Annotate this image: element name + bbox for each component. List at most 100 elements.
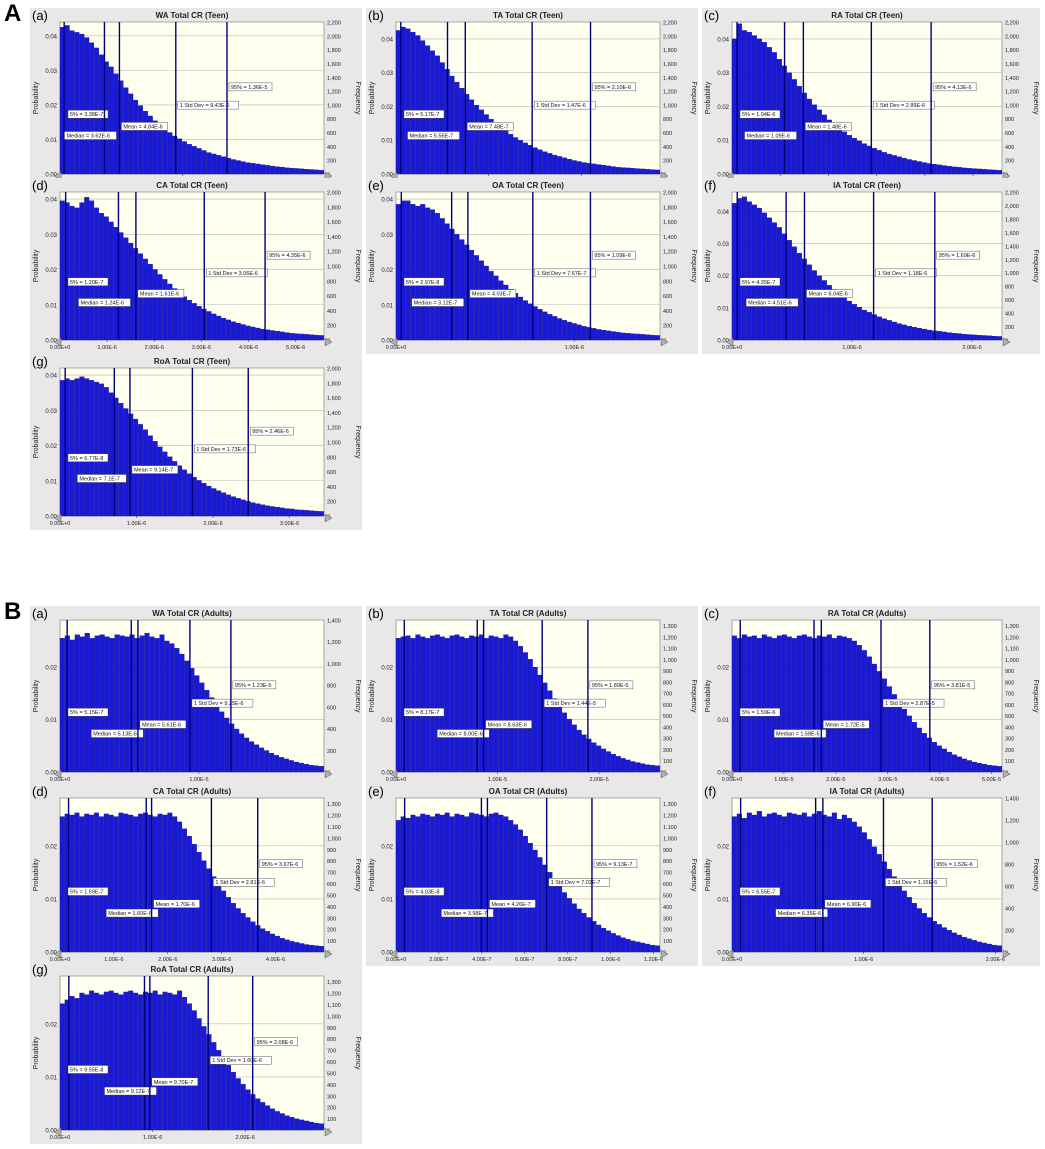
histogram-bar: [157, 124, 163, 175]
section-b-letter: B: [4, 598, 22, 625]
y2-tick-label: 600: [663, 882, 672, 888]
y2-tick-label: 600: [327, 294, 336, 300]
chart-panel-b-g: RoA Total CR (Adults)(g)0.000.010.020100…: [30, 962, 362, 1144]
y2-tick-label: 1,800: [663, 48, 677, 54]
histogram-bar: [157, 994, 163, 1131]
histogram-bar: [299, 1119, 305, 1131]
marker-label-box: [106, 908, 159, 918]
histogram-bar: [876, 854, 882, 953]
histogram-bar: [84, 994, 90, 1131]
y2-tick-label: 400: [663, 725, 672, 731]
histogram-bar: [921, 328, 927, 341]
histogram-bar: [826, 634, 832, 773]
histogram-bar: [265, 329, 271, 341]
histogram-bar: [751, 35, 757, 175]
histogram-bar: [174, 648, 180, 773]
histogram-bar: [469, 99, 475, 175]
histogram-bar: [596, 745, 602, 773]
histogram-bar: [279, 166, 285, 175]
histogram-bar: [896, 156, 902, 175]
histogram-bar: [74, 634, 80, 773]
marker-label-box: [210, 1056, 272, 1065]
histogram-bar: [836, 819, 842, 953]
chart-title: RA Total CR (Adults): [828, 609, 907, 618]
histogram-bar: [537, 309, 543, 341]
histogram-bar: [610, 166, 616, 175]
histogram-bar: [167, 812, 173, 953]
histogram-bar: [946, 166, 952, 175]
histogram-bar: [430, 209, 435, 341]
histogram-bar: [756, 207, 762, 341]
marker-label: Mean = 9.70E-7: [154, 1080, 193, 1086]
histogram-bar: [871, 846, 877, 953]
y-tick-label: 0.02: [45, 268, 57, 274]
marker-label: Median = 5.13E-6: [93, 732, 137, 738]
y2-tick-label: 800: [663, 680, 672, 686]
marker-label-box: [407, 131, 460, 140]
histogram-bar: [167, 283, 173, 341]
x-tick-label: 2.00E-6: [962, 345, 981, 351]
y-axis-label: Probability: [33, 249, 40, 282]
histogram-bar: [866, 656, 872, 773]
histogram-bar: [420, 636, 426, 773]
marker-label: Mean = 7.48E-7: [469, 124, 508, 130]
left-slider-handle: [725, 337, 734, 347]
histogram-bar: [836, 293, 842, 341]
histogram-bar: [881, 861, 887, 953]
histogram-bar: [488, 271, 494, 341]
histogram-bar: [571, 160, 577, 175]
histogram-bar: [182, 997, 187, 1131]
y-tick-label: 0.02: [381, 105, 393, 111]
y2-tick-label: 900: [327, 1026, 336, 1032]
marker-label: 1 Std Dev = 1.44E-5: [546, 701, 596, 707]
histogram-bar: [811, 813, 817, 953]
histogram-bar: [147, 435, 153, 517]
y2-tick-label: 600: [663, 703, 672, 709]
histogram-bar: [527, 659, 533, 773]
histogram-bar: [966, 334, 972, 341]
histogram-bar: [871, 314, 877, 341]
histogram-bar: [650, 765, 655, 773]
marker-label: 1 Std Dev = 1.73E-6: [196, 447, 246, 453]
x-tick-label: 0.00E+0: [386, 777, 407, 783]
histogram-bar: [172, 288, 178, 341]
histogram-bar: [901, 157, 907, 175]
histogram-bar: [249, 741, 255, 773]
y2-tick-label: 300: [327, 916, 336, 922]
marker-label-box: [931, 680, 976, 690]
chart-panel-a-a: WA Total CR (Teen) (a) 0.00 0.01 0.02 0.03 0.0…: [30, 8, 362, 188]
histogram-bar: [265, 1105, 271, 1131]
y2-tick-label: 700: [663, 692, 672, 698]
histogram-bar: [449, 635, 455, 773]
histogram-bar: [226, 494, 231, 517]
histogram-bar: [871, 148, 877, 175]
histogram-bar: [498, 280, 504, 341]
histogram-bar: [314, 169, 319, 175]
marker-label-box: [411, 298, 464, 307]
marker-label: 1 Std Dev = 1.15E-6: [887, 880, 937, 886]
y-tick-label: 0.00: [381, 771, 393, 777]
histogram-bar: [444, 223, 450, 341]
y-tick-label: 0.04: [45, 374, 57, 380]
histogram-bar: [791, 813, 797, 953]
marker-label-box: [467, 122, 514, 131]
histogram-bar: [906, 715, 912, 773]
left-slider-handle: [389, 337, 398, 347]
histogram-bar: [99, 634, 105, 773]
y-tick-label: 0.00: [45, 515, 57, 521]
y2-tick-label: 100: [663, 759, 672, 765]
y2-tick-label: 2,000: [1005, 34, 1019, 40]
y-tick-label: 0.04: [717, 37, 729, 43]
histogram-bar: [493, 812, 499, 953]
y2-tick-label: 1,200: [327, 814, 341, 820]
histogram-bar: [876, 316, 882, 341]
histogram-bar: [250, 502, 256, 517]
histogram-bar: [811, 270, 817, 341]
y2-tick-label: 1,000: [1005, 658, 1019, 664]
histogram-bar: [474, 104, 479, 175]
histogram-bar: [562, 892, 567, 953]
y-axis-label: Probability: [705, 679, 712, 712]
y2-tick-label: 1,400: [1005, 244, 1019, 250]
histogram-bar: [542, 682, 548, 773]
panel-letter: (b): [368, 8, 384, 23]
